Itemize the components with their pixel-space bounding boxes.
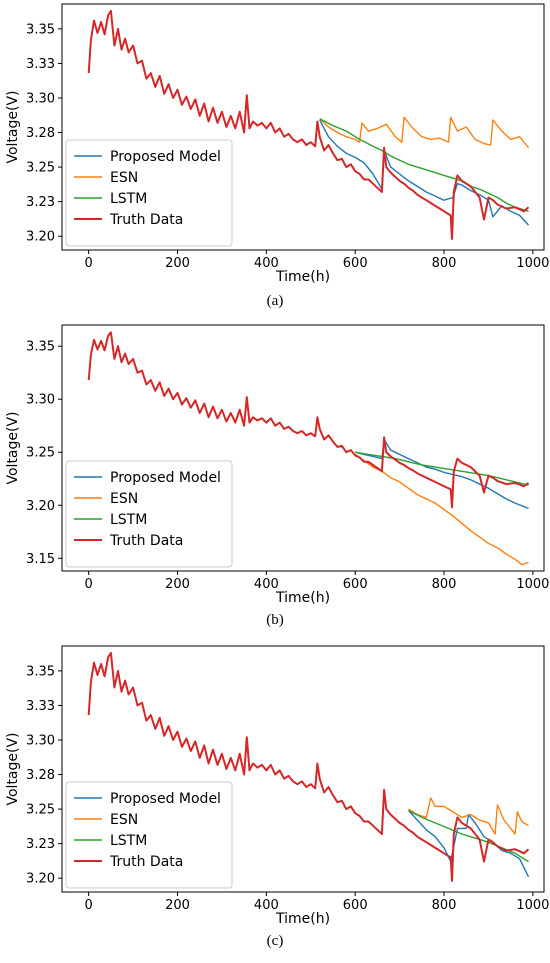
y-tick-label: 3.30 [26, 393, 55, 408]
series-line-lstm [319, 118, 529, 212]
legend-label: Proposed Model [110, 791, 221, 807]
caption-a: (a) [266, 293, 284, 309]
x-axis-label: Time(h) [275, 911, 330, 927]
plot-frame [61, 324, 545, 572]
legend-label: LSTM [110, 191, 147, 207]
series-line-proposed-model [319, 119, 530, 226]
legend-label: Proposed Model [110, 149, 221, 165]
x-tick-label: 0 [85, 898, 93, 913]
plot-frame [61, 3, 545, 251]
y-tick-label: 3.25 [26, 446, 55, 461]
series-line-lstm [355, 451, 529, 486]
y-axis-label: Voltage(V) [5, 411, 21, 484]
line-chart-a: 0 200 400 600 800 1000 3.20 3.23 3.25 3.28 3.30 3.3… [5, 3, 549, 285]
x-tick-label: 200 [165, 577, 190, 592]
x-tick-label: 1000 [516, 898, 549, 913]
legend-label: ESN [110, 812, 138, 828]
caption-b: (b) [266, 612, 284, 628]
x-tick-label: 1000 [516, 577, 549, 592]
legend-box [65, 460, 233, 568]
x-axis-label: Time(h) [275, 269, 330, 285]
series-line-esn [354, 453, 529, 566]
series-line-truth-data [87, 331, 530, 509]
y-tick-label: 3.30 [26, 91, 55, 106]
x-tick-label: 400 [254, 577, 279, 592]
x-tick-label: 200 [165, 256, 190, 271]
series-line-esn [319, 116, 530, 149]
series-line-proposed-model [355, 438, 529, 510]
x-tick-label: 400 [254, 256, 279, 271]
x-tick-label: 600 [343, 577, 368, 592]
chart-panel-a: 0 200 400 600 800 1000 3.20 3.23 3.25 3.28 3.30 3.3… [0, 0, 550, 320]
legend: Proposed Model ESN LSTM Truth Data [65, 781, 233, 889]
y-tick-label: 3.30 [26, 733, 55, 748]
legend-label: LSTM [110, 833, 147, 849]
y-tick-label: 3.25 [26, 161, 55, 176]
series-line-truth-data [87, 651, 530, 882]
x-axis-label: Time(h) [275, 590, 330, 606]
x-tick-label: 0 [85, 577, 93, 592]
line-chart-b: 0 200 400 600 800 1000 3.15 3.20 3.25 3.30 3.35 Tim… [5, 324, 549, 606]
caption-c: (c) [266, 933, 284, 949]
series-line-truth-data [87, 9, 530, 240]
chart-panel-c: 0 200 400 600 800 1000 3.20 3.23 3.25 3.28 3.30 3.3… [0, 642, 550, 962]
y-tick-label: 3.23 [26, 195, 55, 210]
y-tick-label: 3.25 [26, 803, 55, 818]
y-tick-label: 3.33 [26, 57, 55, 72]
plot-frame [61, 645, 545, 893]
chart-panel-b: 0 200 400 600 800 1000 3.15 3.20 3.25 3.30 3.35 Tim… [0, 321, 550, 641]
legend-label: Truth Data [109, 533, 183, 549]
legend-box [65, 139, 233, 247]
y-tick-label: 3.28 [26, 126, 55, 141]
x-tick-label: 200 [165, 898, 190, 913]
x-tick-label: 600 [343, 256, 368, 271]
y-axis-label: Voltage(V) [5, 90, 21, 163]
legend-box [65, 781, 233, 889]
y-tick-label: 3.20 [26, 499, 55, 514]
legend-label: ESN [110, 491, 138, 507]
legend-label: Truth Data [109, 212, 183, 228]
y-tick-label: 3.20 [26, 230, 55, 245]
y-tick-label: 3.35 [26, 340, 55, 355]
y-tick-label: 3.15 [26, 552, 55, 567]
y-tick-label: 3.35 [26, 664, 55, 679]
line-chart-c: 0 200 400 600 800 1000 3.20 3.23 3.25 3.28 3.30 3.3… [5, 645, 549, 927]
x-tick-label: 800 [432, 256, 457, 271]
legend-label: Truth Data [109, 854, 183, 870]
series-line-proposed-model [407, 810, 530, 878]
legend: Proposed Model ESN LSTM Truth Data [65, 139, 233, 247]
y-axis-label: Voltage(V) [5, 732, 21, 805]
series-line-esn [408, 797, 529, 835]
x-tick-label: 0 [85, 256, 93, 271]
legend-label: ESN [110, 170, 138, 186]
x-tick-label: 600 [343, 898, 368, 913]
y-tick-label: 3.35 [26, 22, 55, 37]
x-tick-label: 800 [432, 577, 457, 592]
y-tick-label: 3.28 [26, 768, 55, 783]
y-tick-label: 3.23 [26, 837, 55, 852]
y-tick-label: 3.33 [26, 699, 55, 714]
x-tick-label: 400 [254, 898, 279, 913]
legend-label: LSTM [110, 512, 147, 528]
x-tick-label: 1000 [516, 256, 549, 271]
y-tick-label: 3.20 [26, 872, 55, 887]
legend: Proposed Model ESN LSTM Truth Data [65, 460, 233, 568]
legend-label: Proposed Model [110, 470, 221, 486]
x-tick-label: 800 [432, 898, 457, 913]
